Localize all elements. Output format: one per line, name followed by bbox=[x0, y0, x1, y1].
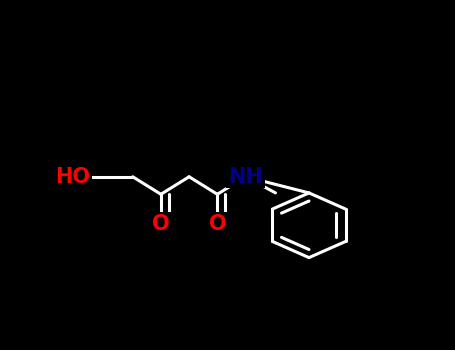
Text: O: O bbox=[152, 214, 170, 234]
Text: O: O bbox=[208, 214, 226, 234]
Text: HO: HO bbox=[56, 167, 91, 187]
Text: NH: NH bbox=[228, 167, 263, 187]
